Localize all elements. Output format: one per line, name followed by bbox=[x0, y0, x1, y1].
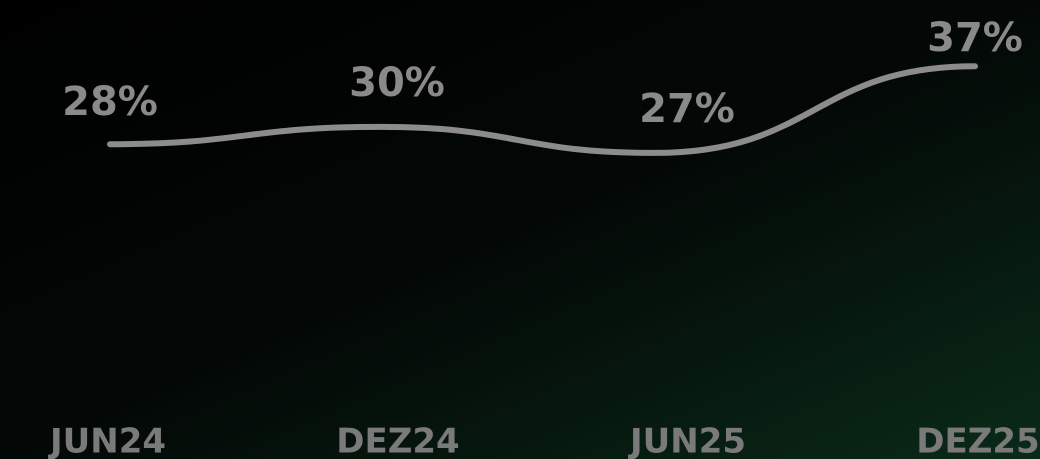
x-tick-label: DEZ25 bbox=[916, 422, 1039, 459]
x-tick-label: JUN25 bbox=[628, 422, 746, 459]
data-label: 37% bbox=[927, 15, 1023, 61]
x-tick-label: DEZ24 bbox=[336, 422, 459, 459]
x-tick-label: JUN24 bbox=[48, 422, 166, 459]
data-label: 28% bbox=[62, 79, 158, 125]
data-label: 27% bbox=[639, 86, 735, 132]
line bbox=[107, 63, 978, 156]
data-label: 30% bbox=[349, 60, 445, 106]
